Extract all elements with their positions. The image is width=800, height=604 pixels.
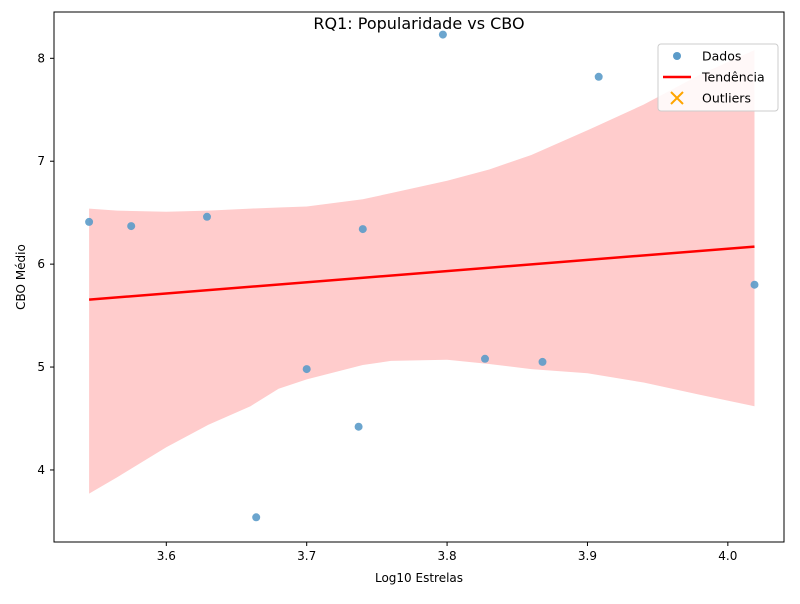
plot-area-frame bbox=[53, 11, 785, 543]
x-tick-label: 3.8 bbox=[438, 549, 457, 563]
data-point bbox=[203, 212, 211, 221]
data-point bbox=[252, 513, 261, 522]
data-point bbox=[85, 217, 94, 226]
legend-box bbox=[657, 43, 779, 112]
chart-title: RQ1: Popularidade vs CBO bbox=[313, 14, 524, 33]
data-points-layer bbox=[85, 30, 759, 522]
x-tick-label: 3.7 bbox=[297, 549, 316, 563]
legend-marker-dot bbox=[673, 52, 681, 60]
x-tick-label: 3.9 bbox=[578, 549, 597, 563]
data-point bbox=[481, 354, 489, 363]
data-point bbox=[358, 225, 367, 234]
legend-label: Tendência bbox=[701, 70, 765, 85]
x-tick-label: 3.6 bbox=[157, 549, 176, 563]
legend-label: Dados bbox=[702, 49, 741, 64]
x-axis-ticks: 3.6 3.7 3.8 3.9 4.0 bbox=[157, 542, 737, 563]
y-tick-label: 6 bbox=[37, 257, 45, 271]
data-point bbox=[538, 357, 547, 366]
legend: Dados Tendência Outliers bbox=[657, 43, 779, 112]
data-point bbox=[438, 30, 447, 39]
x-tick-label: 4.0 bbox=[718, 549, 737, 563]
y-tick-label: 7 bbox=[37, 154, 45, 168]
data-point bbox=[594, 72, 603, 81]
y-axis-ticks: 4 5 6 7 8 bbox=[37, 51, 54, 477]
legend-label: Outliers bbox=[702, 91, 751, 106]
data-point bbox=[302, 365, 311, 374]
data-point bbox=[127, 222, 136, 231]
y-axis-label: CBO Médio bbox=[14, 244, 28, 310]
y-tick-label: 8 bbox=[37, 51, 45, 65]
y-tick-label: 4 bbox=[37, 463, 45, 477]
y-tick-label: 5 bbox=[37, 360, 45, 374]
trend-line-layer bbox=[89, 245, 755, 301]
data-point bbox=[354, 422, 363, 431]
legend-marker-x bbox=[670, 91, 684, 105]
trend-line bbox=[89, 245, 755, 301]
x-axis-label: Log10 Estrelas bbox=[375, 571, 463, 585]
data-point bbox=[750, 280, 759, 289]
